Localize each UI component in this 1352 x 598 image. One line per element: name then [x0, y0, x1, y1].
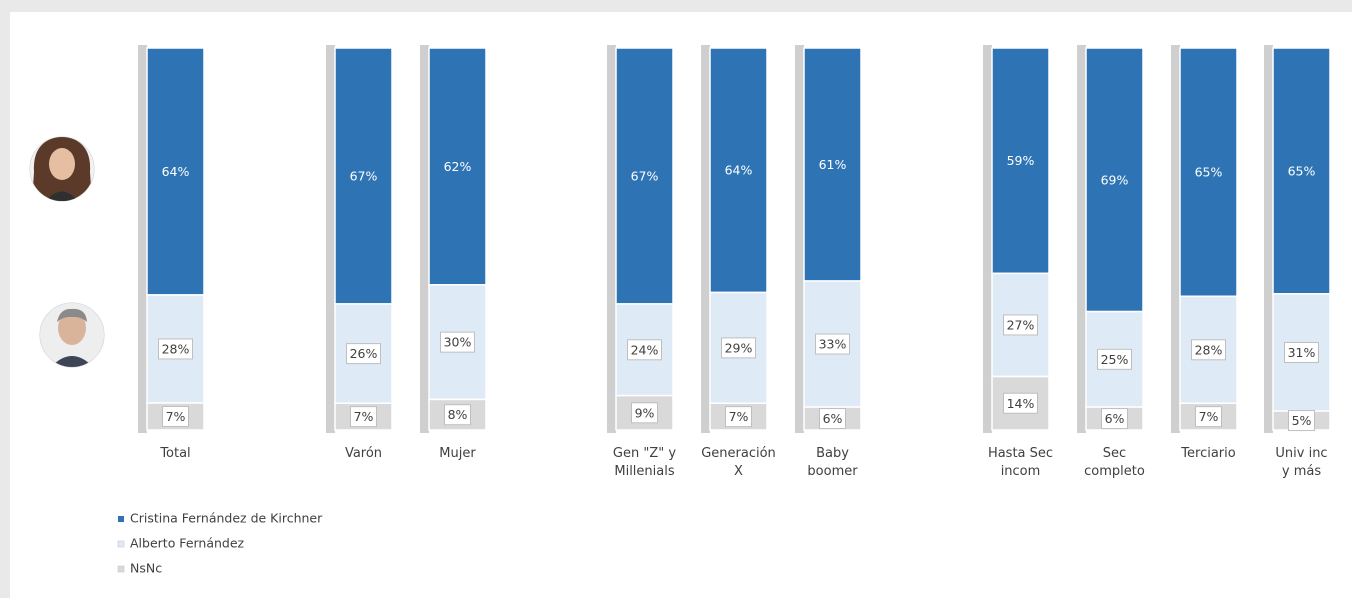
- data-label-box: [1191, 339, 1226, 361]
- data-label: 61%: [819, 157, 847, 172]
- data-label: 65%: [1288, 163, 1316, 178]
- data-label-box: [350, 406, 377, 428]
- category-label: Sec completo: [1084, 446, 1145, 479]
- chart-card: 64% 28% 7% 67% 26% 7% 62% 30% 8% 67% 24% 9% 64% 29% 7%…: [10, 12, 1352, 598]
- data-label-box: [444, 404, 471, 426]
- data-label-box: [346, 343, 381, 365]
- bar-shadow: [326, 45, 335, 433]
- data-label-box: [1101, 408, 1128, 430]
- data-label: 31%: [1288, 345, 1316, 360]
- category-label: Univ inc y más: [1275, 446, 1327, 479]
- bars-layer: 64% 28% 7% 67% 26% 7% 62% 30% 8% 67% 24% 9% 64% 29% 7%…: [138, 45, 1331, 433]
- legend-swatch: [118, 516, 124, 522]
- bar-segment: [334, 47, 393, 305]
- data-label-box: [1003, 392, 1038, 414]
- data-label: 28%: [162, 341, 190, 356]
- category-label: Mujer: [439, 446, 476, 461]
- category-label: Terciario: [1180, 446, 1235, 461]
- bar-shadow: [607, 45, 616, 433]
- data-label: 29%: [725, 340, 753, 355]
- category-label: Total: [159, 446, 190, 461]
- data-label-box: [1097, 348, 1132, 370]
- category-label: Hasta Sec incom: [988, 446, 1053, 479]
- data-label: 28%: [1195, 342, 1223, 357]
- legend-swatch: [117, 565, 125, 573]
- data-label: 64%: [162, 164, 190, 179]
- bar-shadow: [1264, 45, 1273, 433]
- data-label: 14%: [1007, 396, 1035, 411]
- bar-segment: [1272, 47, 1331, 295]
- data-label: 64%: [725, 163, 753, 178]
- data-label: 27%: [1007, 317, 1035, 332]
- data-label: 24%: [631, 342, 659, 357]
- bar-shadow: [138, 45, 147, 433]
- data-label-box: [631, 402, 658, 424]
- bar-shadow: [1171, 45, 1180, 433]
- data-label-box: [627, 339, 662, 361]
- data-label: 5%: [1292, 413, 1312, 428]
- category-label: Gen "Z" y Millenials: [613, 446, 676, 479]
- bar-shadow: [795, 45, 804, 433]
- data-label: 7%: [166, 409, 186, 424]
- data-label: 7%: [1199, 409, 1219, 424]
- bar-segment: [991, 47, 1050, 275]
- data-label: 30%: [444, 335, 472, 350]
- legend: Cristina Fernández de Kirchner Alberto Fe…: [117, 511, 323, 576]
- alberto-avatar-icon: [39, 302, 105, 368]
- data-label-box: [162, 405, 189, 427]
- data-label: 6%: [1105, 411, 1125, 426]
- bar-segment: [709, 47, 768, 294]
- data-label-box: [725, 406, 752, 428]
- category-labels: Total Varón Mujer Gen "Z" y Millenials Genera…: [159, 446, 1327, 479]
- data-label: 6%: [823, 411, 843, 426]
- data-label: 67%: [350, 168, 378, 183]
- data-label: 65%: [1195, 165, 1223, 180]
- data-label: 9%: [635, 405, 655, 420]
- data-label: 7%: [729, 409, 749, 424]
- data-label-box: [1288, 410, 1315, 432]
- bar-shadow: [983, 45, 992, 433]
- data-label-box: [819, 408, 846, 430]
- cristina-avatar-icon: [29, 136, 95, 202]
- data-label-box: [1284, 341, 1319, 363]
- data-label: 59%: [1007, 153, 1035, 168]
- data-label: 8%: [448, 407, 468, 422]
- data-label-box: [440, 331, 475, 353]
- data-label: 25%: [1101, 352, 1129, 367]
- bar-shadow: [701, 45, 710, 433]
- category-label: Varón: [345, 446, 382, 461]
- bar-shadow: [420, 45, 429, 433]
- legend-label: NsNc: [130, 561, 162, 576]
- bar-shadow: [1077, 45, 1086, 433]
- category-label: Generación X: [701, 446, 776, 479]
- data-label: 67%: [631, 168, 659, 183]
- bar-segment: [803, 47, 862, 282]
- bar-segment: [615, 47, 674, 305]
- data-label: 26%: [350, 346, 378, 361]
- data-label-box: [1195, 406, 1222, 428]
- data-label-box: [721, 337, 756, 359]
- stacked-bar-chart: 64% 28% 7% 67% 26% 7% 62% 30% 8% 67% 24% 9% 64% 29% 7%…: [29, 45, 1331, 576]
- data-label-box: [158, 338, 193, 360]
- bar-segment: [146, 47, 205, 296]
- category-label: Baby boomer: [807, 446, 858, 479]
- data-label: 62%: [444, 159, 472, 174]
- data-label: 69%: [1101, 172, 1129, 187]
- data-label: 33%: [819, 337, 847, 352]
- data-label: 7%: [354, 409, 374, 424]
- bar-segment: [428, 47, 487, 286]
- bar-segment: [1179, 47, 1238, 298]
- data-label-box: [1003, 314, 1038, 336]
- data-label-box: [815, 333, 850, 355]
- bar-segment: [334, 303, 393, 405]
- legend-swatch: [117, 540, 125, 548]
- bar-segment: [1085, 47, 1144, 313]
- legend-label: Alberto Fernández: [130, 536, 245, 551]
- legend-label: Cristina Fernández de Kirchner: [130, 511, 323, 526]
